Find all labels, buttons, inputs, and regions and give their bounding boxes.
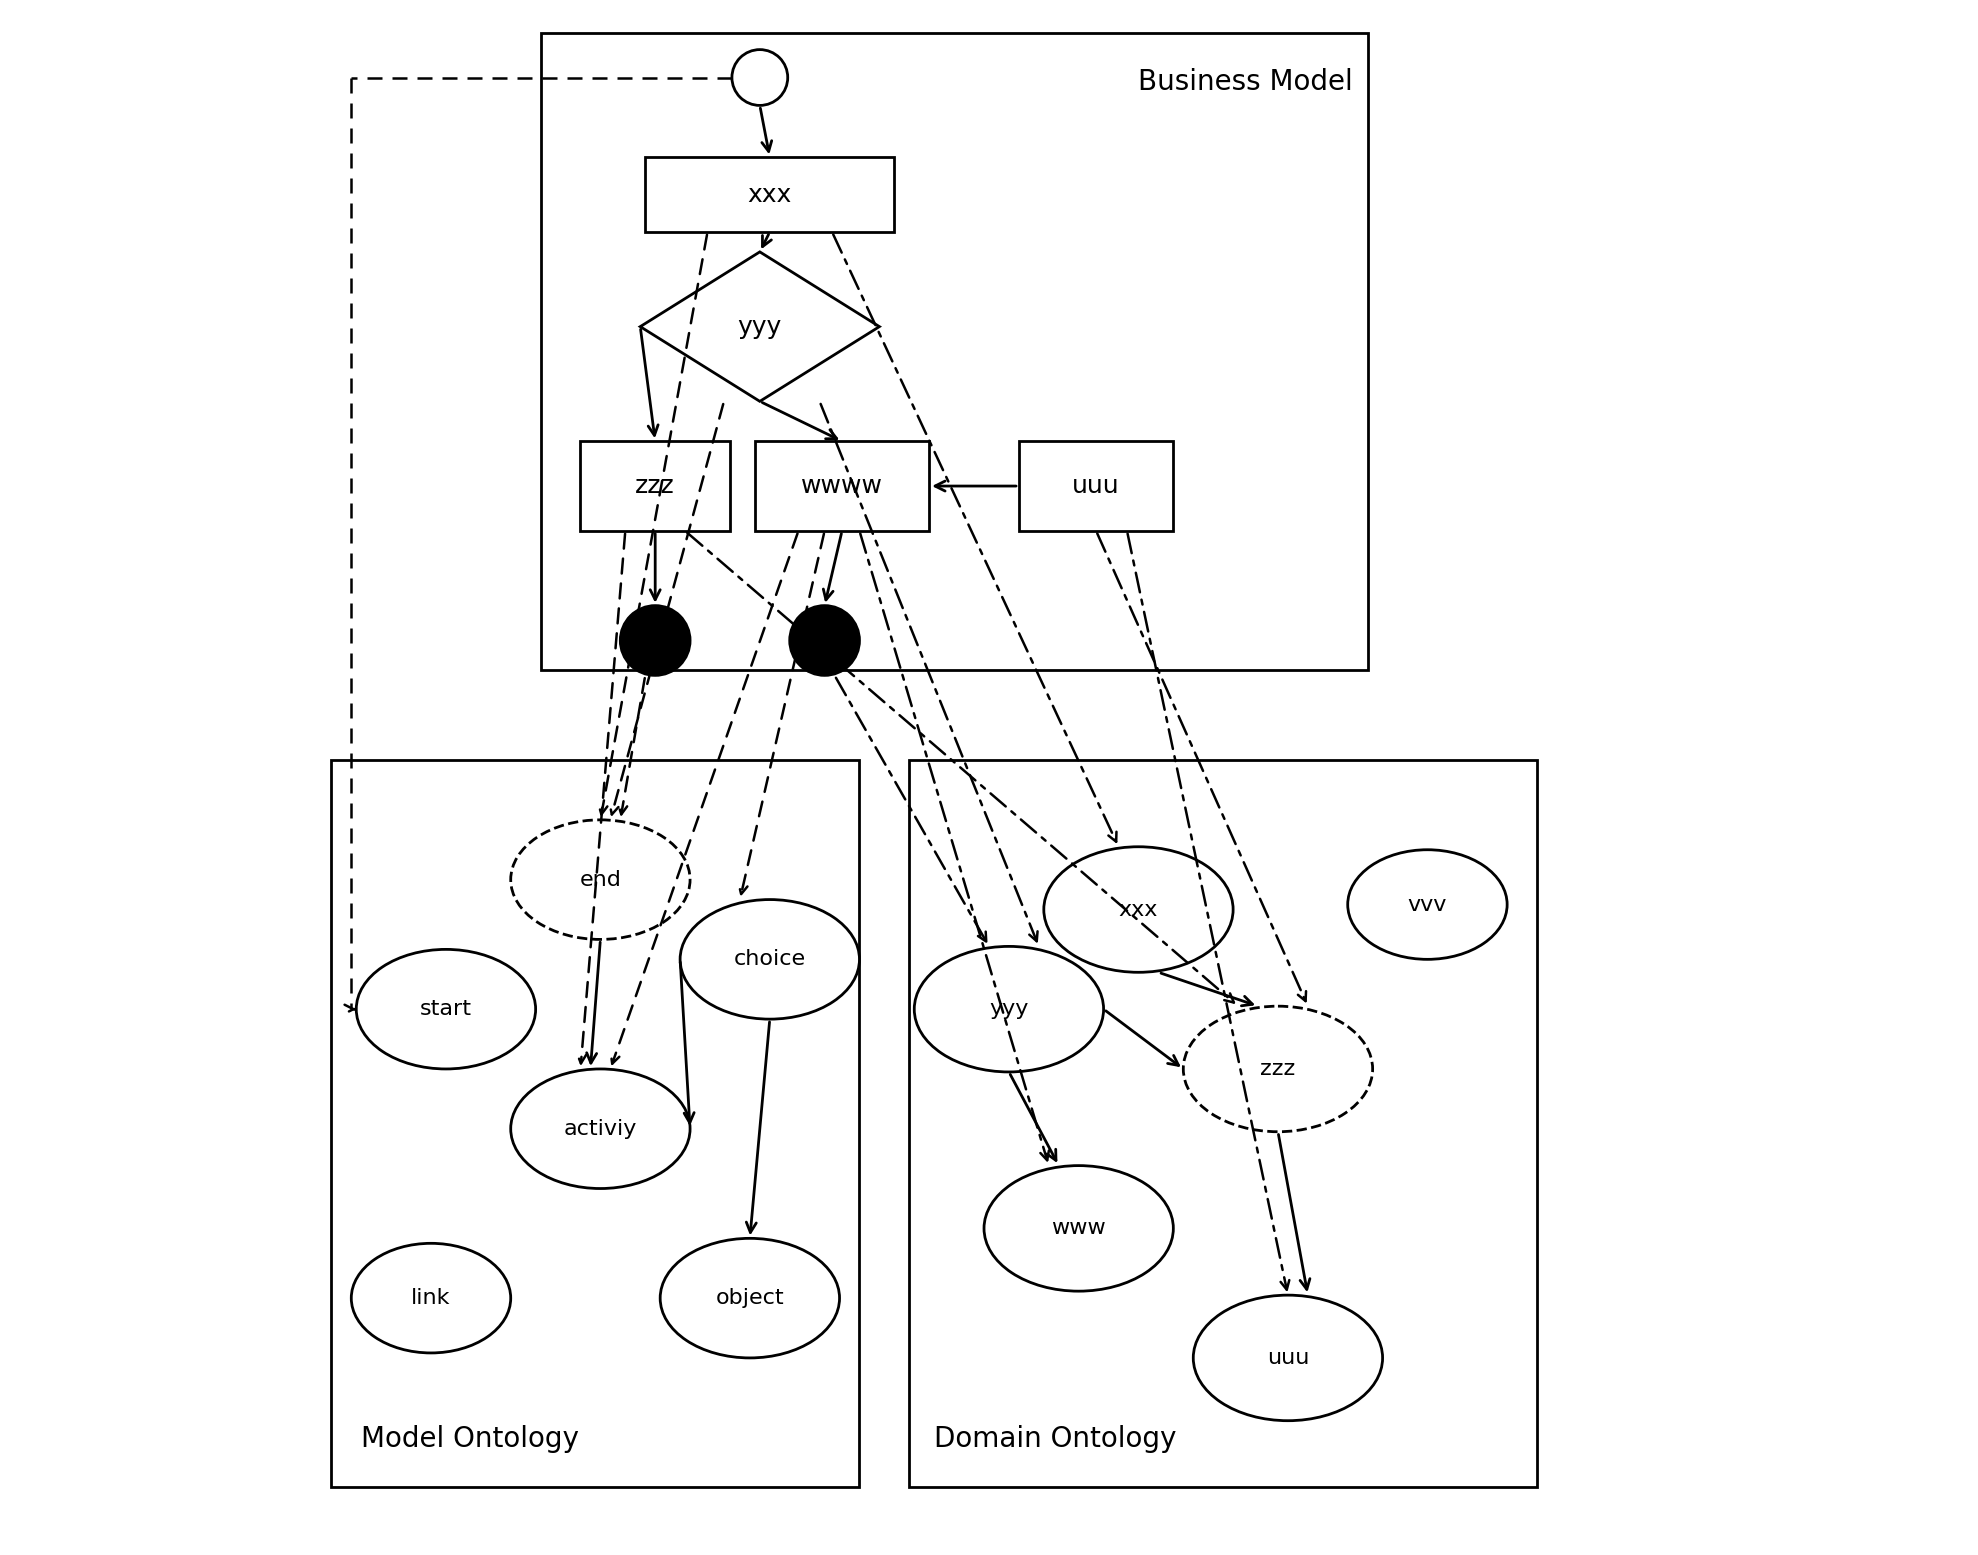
Bar (540, 33, 1367, 670)
Text: xxx: xxx (748, 182, 791, 207)
Ellipse shape (356, 950, 536, 1068)
Text: link: link (411, 1288, 451, 1308)
Ellipse shape (1193, 1295, 1383, 1421)
Circle shape (789, 605, 860, 675)
Bar (332, 760, 860, 1488)
Bar (1019, 442, 1173, 530)
Circle shape (621, 605, 690, 675)
Circle shape (732, 50, 787, 106)
Text: Business Model: Business Model (1139, 67, 1353, 95)
Bar (580, 442, 730, 530)
Polygon shape (641, 252, 880, 401)
Text: wwww: wwww (801, 474, 882, 498)
Text: xxx: xxx (1120, 899, 1159, 919)
Ellipse shape (510, 1068, 690, 1188)
Text: activiy: activiy (564, 1118, 637, 1138)
Ellipse shape (352, 1244, 510, 1353)
Text: Domain Ontology: Domain Ontology (934, 1424, 1177, 1452)
Text: www: www (1050, 1219, 1106, 1238)
Text: zzz: zzz (635, 474, 674, 498)
Text: object: object (716, 1288, 783, 1308)
Text: start: start (419, 1000, 473, 1019)
Bar (910, 760, 1537, 1488)
Text: vvv: vvv (1408, 894, 1448, 914)
Ellipse shape (983, 1166, 1173, 1291)
Text: end: end (580, 869, 621, 889)
Ellipse shape (510, 819, 690, 939)
Ellipse shape (661, 1238, 839, 1358)
Text: uuu: uuu (1072, 474, 1120, 498)
Ellipse shape (1044, 847, 1232, 972)
Text: yyy: yyy (989, 1000, 1029, 1019)
Bar (645, 157, 894, 232)
Text: zzz: zzz (1260, 1059, 1296, 1079)
Ellipse shape (1347, 849, 1507, 959)
Bar (756, 442, 930, 530)
Ellipse shape (680, 899, 860, 1019)
Ellipse shape (914, 947, 1104, 1071)
Text: choice: choice (734, 950, 805, 969)
Text: Model Ontology: Model Ontology (362, 1424, 580, 1452)
Ellipse shape (1183, 1006, 1373, 1132)
Text: yyy: yyy (738, 314, 781, 339)
Text: uuu: uuu (1266, 1348, 1309, 1368)
